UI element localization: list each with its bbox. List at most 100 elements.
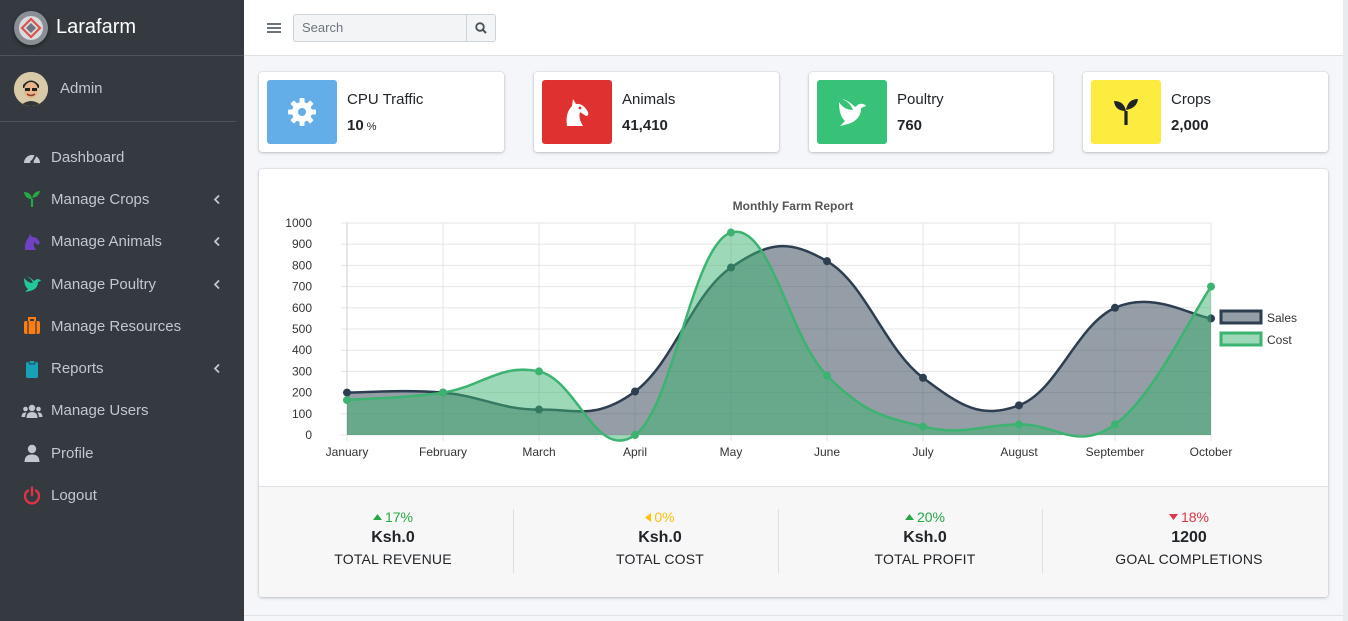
stat-divider — [778, 509, 779, 573]
x-tick-label: March — [522, 445, 555, 459]
y-tick-label: 300 — [292, 364, 312, 378]
data-point-cost[interactable] — [1015, 420, 1023, 429]
info-box-content: Animals 41,410 — [622, 91, 675, 134]
search-button[interactable] — [466, 13, 496, 42]
data-point-sales[interactable] — [919, 373, 927, 382]
user-icon — [21, 443, 43, 463]
info-box-content: Crops 2,000 — [1171, 91, 1211, 134]
chevron-left-icon — [212, 279, 222, 289]
data-point-sales[interactable] — [823, 257, 831, 266]
data-point-cost[interactable] — [1207, 282, 1215, 291]
info-box-animals[interactable]: Animals 41,410 — [534, 72, 779, 152]
sidebar: Larafarm Admin Dashboard Manage Crops Mana… — [0, 0, 244, 621]
x-tick-label: October — [1190, 445, 1233, 459]
sidebar-item-dashboard[interactable]: Dashboard — [0, 136, 244, 178]
page-scrollbar[interactable] — [1343, 0, 1348, 621]
data-point-cost[interactable] — [439, 388, 447, 397]
legend-swatch-cost[interactable] — [1219, 331, 1263, 347]
sidebar-item-manage-poultry[interactable]: Manage Poultry — [0, 263, 244, 305]
sidebar-item-profile[interactable]: Profile — [0, 432, 244, 474]
stat-percentage: 17% — [268, 509, 518, 525]
info-box-number: 2,000 — [1171, 117, 1211, 134]
y-tick-label: 800 — [292, 258, 312, 272]
chart-title: Monthly Farm Report — [733, 199, 854, 213]
info-box-title: Crops — [1171, 90, 1212, 108]
cog-icon — [267, 80, 337, 144]
x-tick-label: September — [1086, 445, 1145, 459]
search-form — [293, 13, 496, 42]
stat-total-profit: 20% Ksh.0 TOTAL PROFIT — [800, 509, 1050, 573]
brand-link[interactable]: Larafarm — [0, 0, 244, 56]
sidebar-item-manage-crops[interactable]: Manage Crops — [0, 178, 244, 220]
data-point-sales[interactable] — [1015, 401, 1023, 410]
stat-value: Ksh.0 — [638, 529, 682, 546]
sidebar-item-manage-animals[interactable]: Manage Animals — [0, 221, 244, 263]
stat-label: TOTAL COST — [615, 551, 705, 567]
y-tick-label: 700 — [292, 280, 312, 294]
caret-left-icon — [645, 512, 652, 522]
data-point-sales[interactable] — [343, 388, 351, 397]
top-navbar — [244, 0, 1343, 56]
y-tick-label: 400 — [292, 343, 312, 357]
info-box-value: 760 — [897, 116, 923, 134]
data-point-sales[interactable] — [1111, 303, 1119, 312]
y-tick-label: 600 — [292, 301, 312, 315]
sidebar-item-label: Dashboard — [51, 148, 125, 166]
info-box-number: 760 — [897, 117, 944, 134]
sidebar-item-manage-resources[interactable]: Manage Resources — [0, 305, 244, 347]
data-point-cost[interactable] — [727, 228, 735, 237]
seedling-icon — [21, 189, 43, 209]
users-icon — [21, 401, 43, 421]
stat-percentage-value: 17% — [384, 509, 414, 525]
info-box-number: 41,410 — [622, 117, 675, 134]
data-point-sales[interactable] — [631, 387, 639, 396]
x-tick-label: April — [623, 445, 647, 459]
info-box-poultry[interactable]: Poultry 760 — [809, 72, 1053, 152]
legend-label-sales[interactable]: Sales — [1267, 311, 1297, 325]
dove-icon — [817, 80, 887, 144]
stat-percentage: 18% — [1064, 509, 1314, 525]
search-icon — [475, 21, 487, 34]
menu-toggle-icon[interactable] — [267, 21, 281, 35]
info-box-value: 2,000 — [1171, 116, 1209, 134]
legend-swatch-sales[interactable] — [1219, 309, 1263, 325]
stat-label: GOAL COMPLETIONS — [1115, 551, 1263, 567]
user-panel[interactable]: Admin — [0, 56, 236, 122]
search-input[interactable] — [293, 13, 466, 42]
stat-label: TOTAL PROFIT — [874, 551, 976, 567]
data-point-cost[interactable] — [631, 431, 639, 439]
stat-percentage-value: 20% — [916, 509, 946, 525]
sidebar-item-reports[interactable]: Reports — [0, 347, 244, 389]
sidebar-item-label: Manage Resources — [51, 317, 182, 335]
horse-head-icon — [542, 80, 612, 144]
caret-up-icon — [904, 514, 914, 520]
stat-label: TOTAL REVENUE — [334, 551, 452, 567]
y-tick-label: 500 — [292, 322, 312, 336]
sidebar-item-manage-users[interactable]: Manage Users — [0, 390, 244, 432]
info-box-content: Poultry 760 — [897, 91, 944, 134]
horse-icon — [21, 232, 43, 252]
data-point-cost[interactable] — [919, 422, 927, 431]
sidebar-item-logout[interactable]: Logout — [0, 474, 244, 516]
y-tick-label: 100 — [292, 407, 312, 421]
brand-name: Larafarm — [56, 16, 137, 38]
sidebar-item-label: Reports — [51, 360, 104, 378]
info-box-crops[interactable]: Crops 2,000 — [1083, 72, 1328, 152]
stat-percentage-value: 18% — [1180, 509, 1210, 525]
data-point-cost[interactable] — [535, 367, 543, 376]
y-tick-label: 1000 — [285, 216, 312, 230]
sidebar-item-label: Manage Poultry — [51, 275, 157, 293]
info-box-cpu-traffic[interactable]: CPU Traffic 10% — [259, 72, 504, 152]
user-name[interactable]: Admin — [60, 80, 103, 97]
legend-label-cost[interactable]: Cost — [1267, 333, 1292, 347]
x-tick-label: June — [814, 445, 840, 459]
chevron-left-icon — [212, 364, 222, 374]
data-point-cost[interactable] — [823, 371, 831, 380]
data-point-cost[interactable] — [1111, 420, 1119, 429]
toolbox-icon — [21, 316, 43, 336]
seedling-icon — [1091, 80, 1161, 144]
data-point-cost[interactable] — [343, 396, 351, 405]
clipboard-icon — [21, 359, 43, 379]
x-tick-label: August — [1000, 445, 1038, 459]
caret-down-icon — [1168, 514, 1178, 520]
